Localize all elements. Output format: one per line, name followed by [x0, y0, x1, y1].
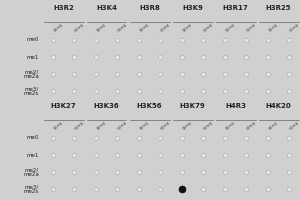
- Text: H3K27: H3K27: [51, 103, 76, 109]
- Text: 50ng: 50ng: [246, 121, 257, 131]
- Text: me1: me1: [27, 55, 39, 60]
- Text: 10ng: 10ng: [182, 121, 192, 131]
- Text: 10ng: 10ng: [96, 121, 106, 131]
- Text: me2/
me2a: me2/ me2a: [23, 168, 39, 177]
- Text: me0: me0: [27, 37, 39, 42]
- Text: 10ng: 10ng: [53, 121, 63, 131]
- Text: H3K56: H3K56: [137, 103, 162, 109]
- Text: H4R3: H4R3: [225, 103, 246, 109]
- Text: 50ng: 50ng: [74, 23, 85, 33]
- Text: H3R8: H3R8: [139, 5, 160, 11]
- Text: 10ng: 10ng: [96, 23, 106, 33]
- Text: 10ng: 10ng: [53, 23, 63, 33]
- Text: H3K79: H3K79: [180, 103, 206, 109]
- Text: 50ng: 50ng: [289, 23, 300, 33]
- Text: 50ng: 50ng: [117, 121, 128, 131]
- Text: 10ng: 10ng: [139, 23, 149, 33]
- Text: 50ng: 50ng: [74, 121, 85, 131]
- Text: 50ng: 50ng: [203, 23, 214, 33]
- Text: 10ng: 10ng: [139, 121, 149, 131]
- Text: 50ng: 50ng: [203, 121, 214, 131]
- Text: H3K9: H3K9: [182, 5, 203, 11]
- Text: 50ng: 50ng: [160, 23, 171, 33]
- Text: 10ng: 10ng: [225, 23, 236, 33]
- Text: me1: me1: [27, 153, 39, 158]
- Text: 50ng: 50ng: [117, 23, 128, 33]
- Text: H3K36: H3K36: [94, 103, 119, 109]
- Text: 50ng: 50ng: [246, 23, 257, 33]
- Text: 50ng: 50ng: [160, 121, 171, 131]
- Text: me2/
me2a: me2/ me2a: [23, 70, 39, 79]
- Text: H3R25: H3R25: [266, 5, 291, 11]
- Text: 10ng: 10ng: [182, 23, 192, 33]
- Text: H3K4: H3K4: [96, 5, 117, 11]
- Text: 10ng: 10ng: [268, 23, 278, 33]
- Text: me3/
me2s: me3/ me2s: [24, 185, 39, 194]
- Text: H4K20: H4K20: [266, 103, 291, 109]
- Text: 10ng: 10ng: [225, 121, 236, 131]
- Text: H3R17: H3R17: [223, 5, 248, 11]
- Text: 50ng: 50ng: [289, 121, 300, 131]
- Text: H3R2: H3R2: [53, 5, 74, 11]
- Text: me0: me0: [27, 135, 39, 140]
- Text: 10ng: 10ng: [268, 121, 278, 131]
- Text: me3/
me2s: me3/ me2s: [24, 87, 39, 96]
